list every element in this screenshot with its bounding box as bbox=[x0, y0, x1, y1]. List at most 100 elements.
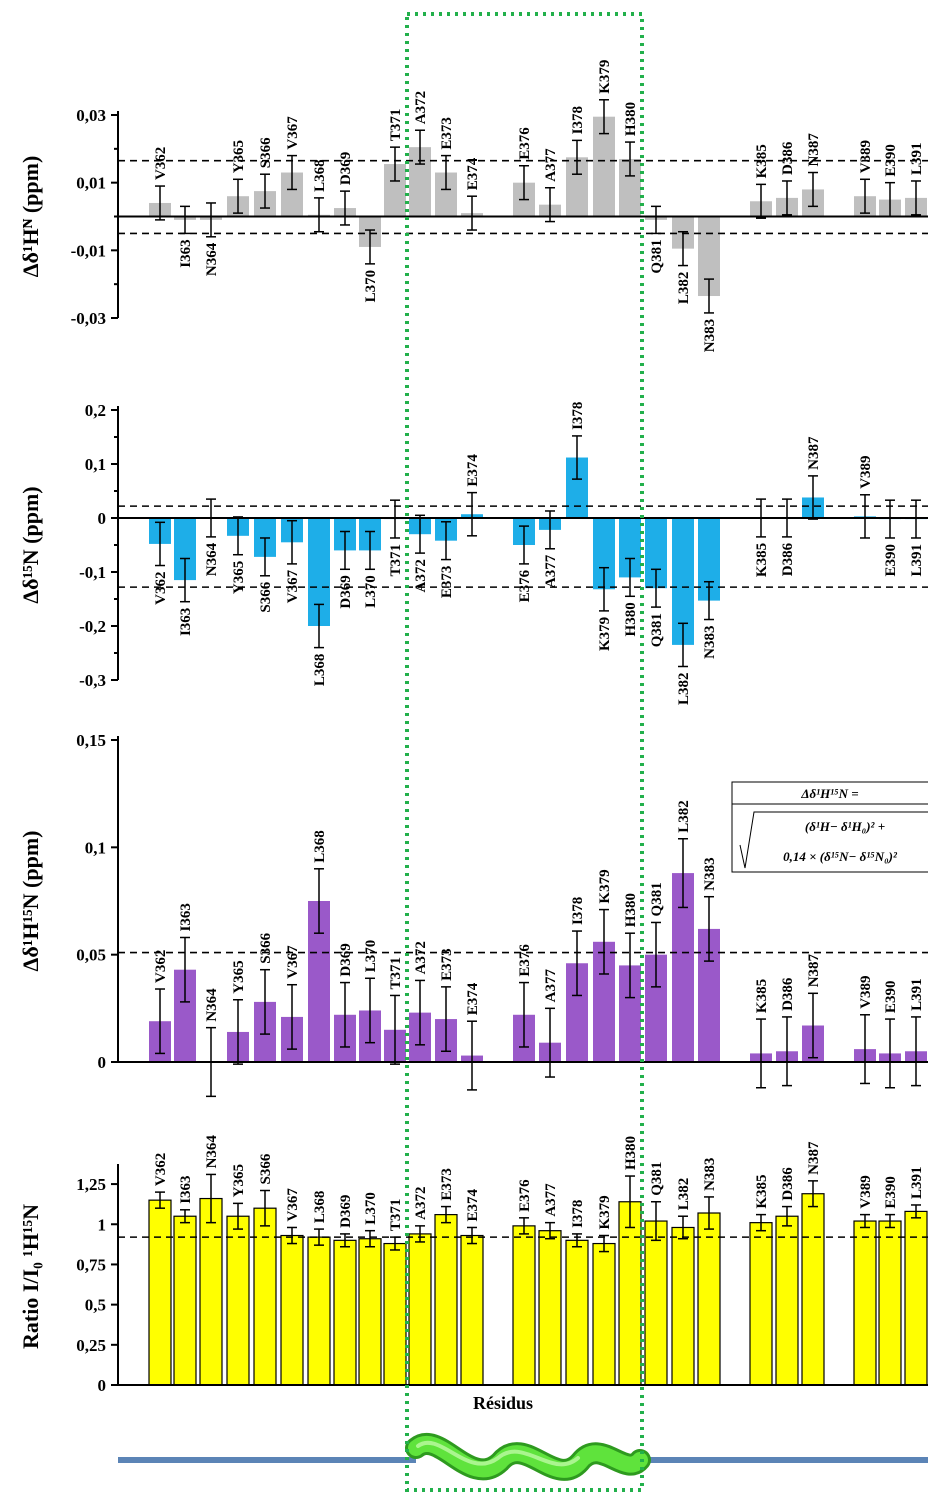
error-bar-K385 bbox=[756, 183, 766, 219]
residue-label-L370: L370 bbox=[363, 270, 379, 303]
error-bar-I378 bbox=[572, 1233, 582, 1248]
error-bar-K385 bbox=[756, 1213, 766, 1232]
error-bar-H380 bbox=[625, 141, 635, 177]
bar-Q381 bbox=[645, 954, 667, 1062]
residue-label-T371: T371 bbox=[388, 957, 404, 990]
formula-line-2: (δ¹H− δ¹H₀)² + bbox=[805, 819, 885, 834]
residue-label-E373: E373 bbox=[439, 948, 455, 981]
residue-label-T371: T371 bbox=[388, 109, 404, 142]
y-tick-label: 0,05 bbox=[76, 946, 106, 965]
residue-label-V362: V362 bbox=[153, 1153, 169, 1186]
bar-L382 bbox=[672, 873, 694, 1062]
residue-label-E373: E373 bbox=[439, 1168, 455, 1201]
residue-label-L382: L382 bbox=[676, 272, 692, 305]
error-bar-V389 bbox=[860, 178, 870, 214]
y-tick-label: -0,1 bbox=[79, 563, 106, 582]
residue-label-D386: D386 bbox=[780, 141, 796, 175]
error-bar-L370 bbox=[365, 1229, 375, 1248]
error-bar-A372 bbox=[415, 514, 425, 554]
error-bar-V389 bbox=[860, 1213, 870, 1229]
bar-T371 bbox=[384, 164, 406, 217]
residue-label-Q381: Q381 bbox=[649, 882, 665, 916]
error-bar-E374 bbox=[467, 1020, 477, 1091]
error-bar-I363 bbox=[180, 936, 190, 1003]
residue-label-E376: E376 bbox=[517, 569, 533, 602]
residue-label-V389: V389 bbox=[858, 140, 874, 173]
residue-label-E374: E374 bbox=[465, 157, 481, 190]
error-bar-L370 bbox=[365, 229, 375, 265]
residue-label-Y365: Y365 bbox=[231, 960, 247, 993]
bar-I363 bbox=[174, 518, 196, 581]
error-bar-K379 bbox=[599, 99, 609, 135]
residue-label-V367: V367 bbox=[285, 945, 301, 979]
residue-label-N383: N383 bbox=[702, 857, 718, 890]
bar-V362 bbox=[148, 1199, 172, 1386]
residue-label-I378: I378 bbox=[570, 1200, 586, 1228]
residue-label-K385: K385 bbox=[754, 543, 770, 577]
y-tick-label: 1 bbox=[98, 1215, 107, 1234]
error-bar-N364 bbox=[206, 1173, 216, 1224]
bar-H380 bbox=[619, 158, 641, 217]
bar-K379 bbox=[593, 518, 615, 590]
bar-N383 bbox=[698, 928, 720, 1062]
residue-label-L382: L382 bbox=[676, 800, 692, 833]
residue-label-Q381: Q381 bbox=[649, 239, 665, 273]
residue-label-E374: E374 bbox=[465, 982, 481, 1015]
residue-label-D369: D369 bbox=[338, 943, 354, 976]
residue-label-K385: K385 bbox=[754, 144, 770, 178]
formula-line-1: Δδ¹H¹⁵N = bbox=[800, 786, 858, 801]
bar-K379 bbox=[593, 116, 615, 217]
formula-box: Δδ¹H¹⁵N = (δ¹H− δ¹H₀)² + 0,14 × (δ¹⁵N− δ… bbox=[731, 781, 928, 873]
residue-label-L368: L368 bbox=[312, 654, 328, 687]
residue-label-K379: K379 bbox=[597, 1195, 613, 1229]
residue-label-S366: S366 bbox=[258, 932, 274, 963]
residue-label-D369: D369 bbox=[338, 575, 354, 608]
residue-label-E374: E374 bbox=[465, 1188, 481, 1221]
residue-label-K379: K379 bbox=[597, 60, 613, 94]
residue-label-N387: N387 bbox=[806, 1141, 822, 1175]
error-bar-N383 bbox=[704, 278, 714, 314]
bar-E373 bbox=[434, 1214, 458, 1386]
alpha-helix-icon bbox=[405, 1433, 651, 1481]
y-tick-label: -0,01 bbox=[71, 241, 106, 260]
error-bar-Q381 bbox=[651, 1201, 661, 1242]
residue-label-V362: V362 bbox=[153, 572, 169, 605]
residue-label-N383: N383 bbox=[702, 319, 718, 352]
y-tick-label: 0,1 bbox=[85, 838, 106, 857]
residue-label-N364: N364 bbox=[204, 1135, 220, 1169]
error-bar-Q381 bbox=[651, 568, 661, 608]
residue-label-A372: A372 bbox=[413, 91, 429, 124]
residue-label-E376: E376 bbox=[517, 944, 533, 977]
bar-H380 bbox=[619, 518, 641, 578]
error-bar-D386 bbox=[782, 1016, 792, 1087]
residue-label-E373: E373 bbox=[439, 566, 455, 599]
residue-label-I378: I378 bbox=[570, 897, 586, 925]
y-tick-label: -0,2 bbox=[79, 617, 106, 636]
residue-label-H380: H380 bbox=[623, 1136, 639, 1170]
bar-L368 bbox=[308, 901, 330, 1062]
residue-label-A377: A377 bbox=[543, 969, 559, 1003]
bar-K379 bbox=[592, 1242, 616, 1386]
residue-label-N383: N383 bbox=[702, 626, 718, 659]
bar-A372 bbox=[409, 147, 431, 217]
residue-label-H380: H380 bbox=[623, 893, 639, 927]
residue-label-N364: N364 bbox=[204, 542, 220, 576]
error-bar-E376 bbox=[519, 165, 529, 201]
error-bar-Y365 bbox=[233, 998, 243, 1065]
bar-S366 bbox=[253, 1207, 277, 1386]
error-bar-V389 bbox=[860, 1014, 870, 1085]
error-bar-V389 bbox=[860, 494, 870, 539]
panel-4: 0 0,25 0,5 0,75 1 1,25 Ratio I/I₀ ¹H¹⁵N V362 I36… bbox=[18, 1135, 928, 1395]
bar-H380 bbox=[618, 1201, 642, 1386]
error-bar-S366 bbox=[260, 173, 270, 209]
residue-label-V362: V362 bbox=[153, 147, 169, 180]
y-tick-label: 0,75 bbox=[76, 1255, 106, 1274]
residue-label-D386: D386 bbox=[780, 977, 796, 1011]
y-tick-label: 0,2 bbox=[85, 401, 106, 420]
residue-label-A372: A372 bbox=[413, 559, 429, 592]
bar-E374 bbox=[460, 1234, 484, 1386]
error-bar-I378 bbox=[572, 930, 582, 997]
error-bar-L382 bbox=[678, 622, 688, 668]
error-bar-D369 bbox=[340, 530, 350, 571]
